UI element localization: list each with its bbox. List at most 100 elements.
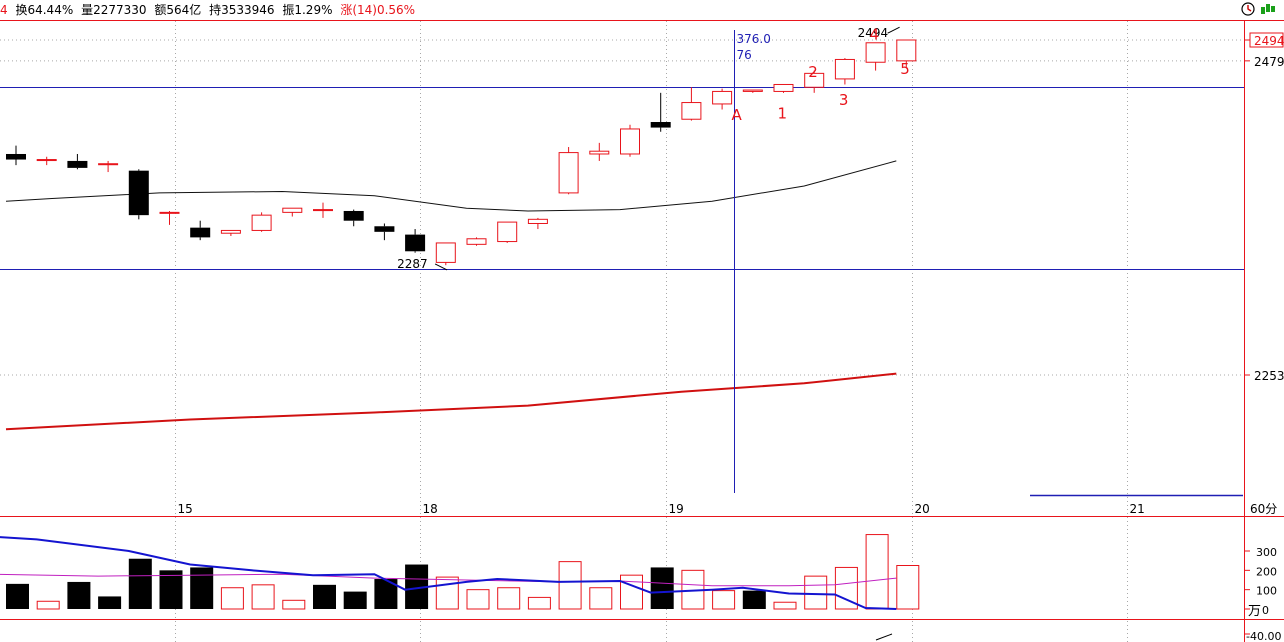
volume-bar [466,589,490,610]
candle-body [773,83,794,92]
x-tick-label: 15 [178,502,193,516]
candle [527,217,548,230]
candle [834,58,855,85]
candle-body [405,234,426,252]
candle-body [712,90,733,105]
candle-body [98,163,119,166]
candle-body [466,238,487,245]
candle [98,160,119,173]
volume-ma-long-line [0,573,897,587]
volume-bar [282,599,306,610]
candle [220,229,241,236]
volume-bar [6,583,29,609]
price-tick-label: 2253 [1254,369,1284,383]
candle [681,87,702,121]
volume-bar [343,591,367,609]
price-tick-label: 2479 [1254,55,1284,69]
candle [865,42,886,71]
candle [282,207,303,217]
volume-bar [589,587,613,610]
candle-body [896,39,917,62]
candle [466,237,487,246]
indicator-tick-label: -40.00 [1246,630,1281,642]
candle [190,220,211,241]
candle-body [435,242,456,263]
candle [405,229,426,253]
volume-tick-label: 200 [1256,565,1277,578]
candle [896,39,917,68]
candle [128,169,149,220]
candles-icon[interactable] [1260,2,1276,16]
x-tick-label: 21 [1130,502,1145,516]
candle [589,142,610,161]
volume-bar [773,601,797,610]
change-label: 涨(14)0.56% [340,3,416,17]
candle-body [650,122,671,128]
candle-body [36,159,57,162]
volume-bar [159,570,183,609]
candle [36,156,57,166]
volume-tick-label: 300 [1256,546,1277,559]
candle-body [865,42,886,63]
current-price-box [1249,32,1284,48]
volume-bars [6,534,920,610]
clock-icon[interactable] [1240,2,1256,16]
price-ticks: 2494 2479 2253 [0,32,1284,383]
volume-unit-label: 万 [1248,604,1261,619]
candle-body [558,152,579,194]
amplitude-label: 振1.29% [282,3,333,17]
candle-body [804,72,825,88]
volume-bar [742,590,766,609]
candle [435,242,456,266]
volume-bar [620,574,643,610]
volume-bar [313,584,336,609]
amount-label: 额564亿 [154,3,202,17]
volume-bar [98,596,122,609]
candle-body [251,214,272,231]
candle-body [343,210,364,221]
candle [6,145,26,166]
extreme-pointer [434,263,448,271]
candle [67,153,88,170]
candle-body [589,150,610,155]
volume-bar [834,566,858,610]
candle [374,223,395,241]
current-price-label: 2494 [1254,34,1284,48]
wave-label: 4 [870,25,880,43]
candle [650,92,671,132]
ma-long-line [5,372,897,431]
wave-label: 3 [839,91,849,109]
candle [497,221,518,243]
wave-label: 1 [778,105,788,123]
x-tick-label: 19 [669,502,684,516]
period-badge: 4 [0,3,8,17]
candle [620,124,640,157]
candle [558,147,579,195]
candle-body [67,160,88,168]
volume-bar [435,576,459,610]
candle-body [374,226,395,232]
extreme-price-label: 2287 [397,257,428,271]
indicator-line [875,633,893,641]
candle-body [159,211,180,214]
header-icons [1240,2,1276,18]
candles [6,39,917,266]
volume-bar [558,561,582,610]
volume-bar [804,575,828,610]
candle-body [282,207,303,213]
volume-bar [712,590,736,610]
candle-body [834,58,855,80]
wave-label: 5 [900,60,910,78]
period-label: 60分 [1250,502,1277,516]
candle-body [620,128,640,155]
volume-bar [36,600,60,610]
extreme-pointer [887,26,900,34]
turnover-label: 换64.44% [15,3,74,17]
volume-ma-short-line [0,536,897,610]
volume-bar [374,579,398,609]
candle-body [527,218,548,224]
ma-short-line [5,160,897,212]
volume-bar [67,581,91,609]
